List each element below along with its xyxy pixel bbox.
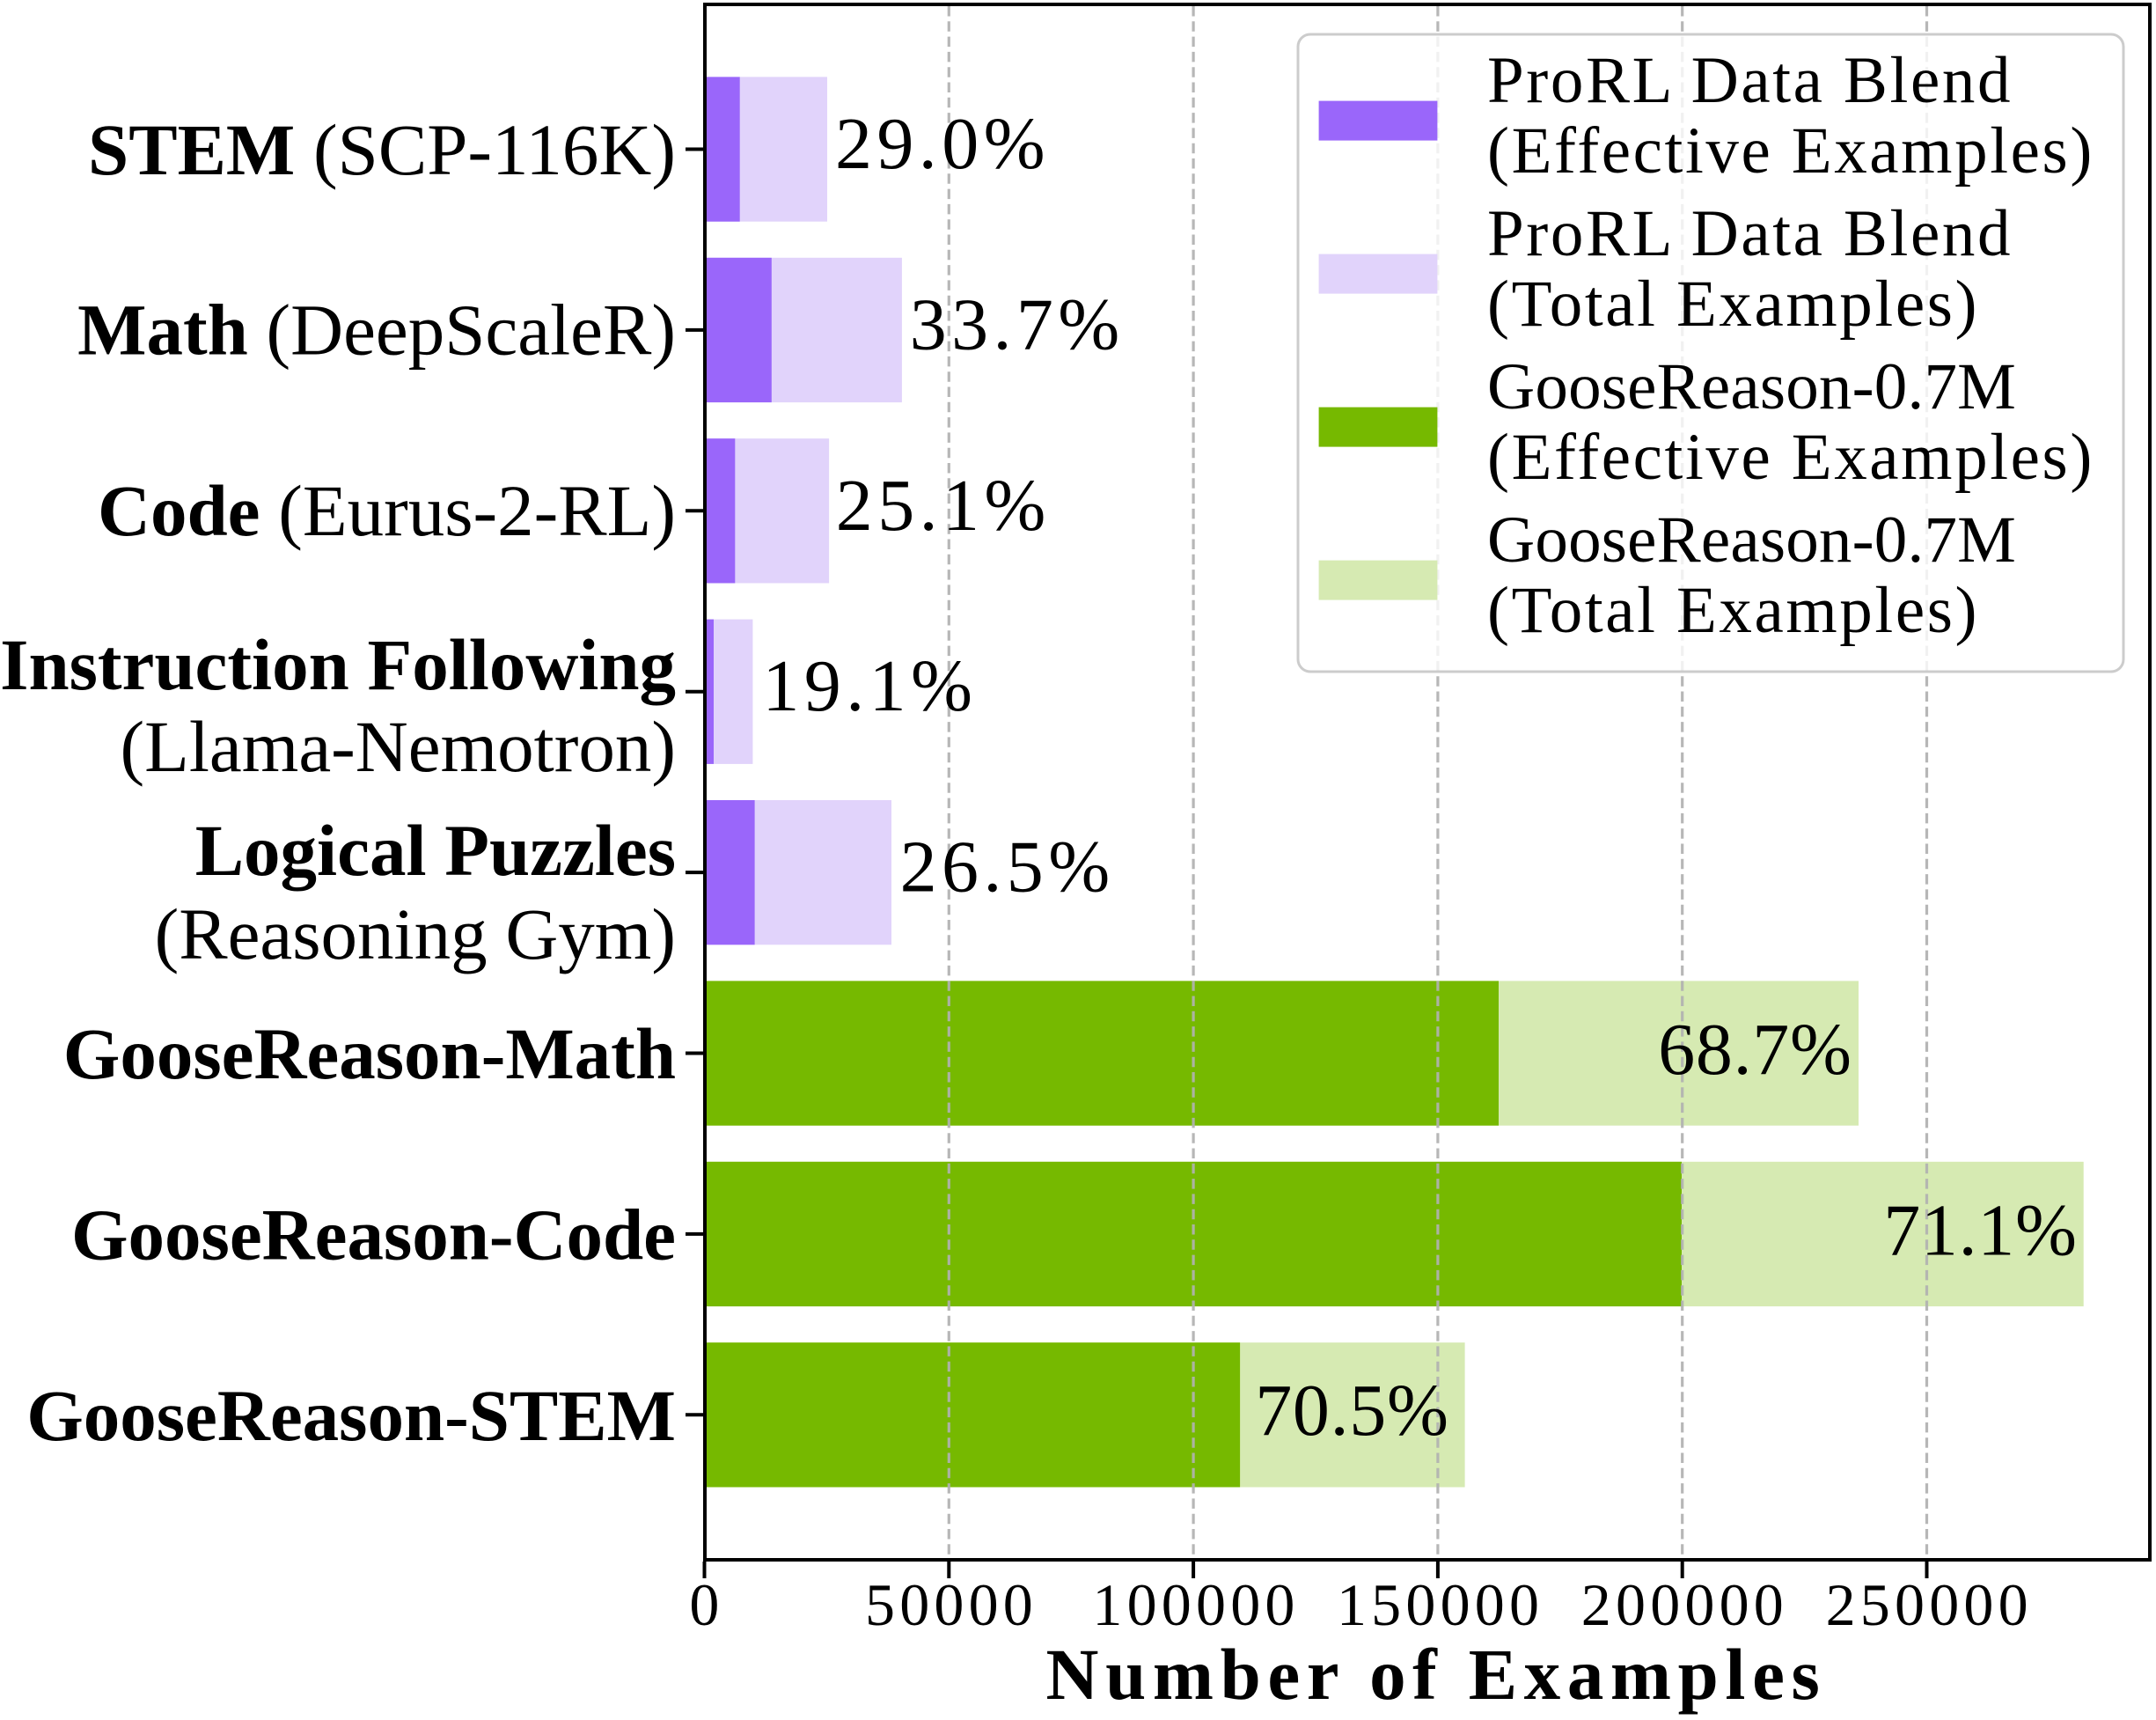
svg-text:33.7%: 33.7% (910, 283, 1125, 365)
svg-text:70.5%: 70.5% (1255, 1370, 1448, 1452)
svg-text:GooseReason-Code: GooseReason-Code (71, 1194, 676, 1275)
svg-text:200000: 200000 (1581, 1571, 1788, 1638)
svg-text:(Llama-Nemotron): (Llama-Nemotron) (121, 706, 676, 787)
svg-text:50000: 50000 (865, 1571, 1038, 1638)
svg-text:26.5%: 26.5% (900, 827, 1115, 908)
svg-text:Logical Puzzles: Logical Puzzles (195, 810, 676, 891)
svg-text:150000: 150000 (1337, 1571, 1544, 1638)
svg-text:68.7%: 68.7% (1658, 1009, 1852, 1091)
svg-text:(Effective Examples): (Effective Examples) (1487, 114, 2094, 187)
svg-text:19.1%: 19.1% (762, 645, 977, 727)
svg-text:GooseReason-0.7M: GooseReason-0.7M (1487, 504, 2016, 577)
svg-text:0: 0 (689, 1571, 723, 1638)
svg-text:250000: 250000 (1826, 1571, 2033, 1638)
svg-text:GooseReason-STEM: GooseReason-STEM (26, 1375, 676, 1456)
svg-text:100000: 100000 (1092, 1571, 1299, 1638)
svg-text:GooseReason-0.7M: GooseReason-0.7M (1487, 350, 2016, 423)
svg-text:Number of Examples: Number of Examples (1046, 1634, 1827, 1715)
svg-text:71.1%: 71.1% (1883, 1190, 2077, 1272)
svg-text:STEM (SCP-116K): STEM (SCP-116K) (88, 109, 676, 190)
svg-text:(Reasoning Gym): (Reasoning Gym) (155, 893, 676, 974)
svg-text:(Total Examples): (Total Examples) (1487, 574, 1979, 647)
svg-text:Code (Eurus-2-RL): Code (Eurus-2-RL) (98, 470, 676, 551)
svg-text:ProRL Data Blend: ProRL Data Blend (1487, 44, 2013, 117)
svg-text:29.0%: 29.0% (835, 103, 1050, 185)
svg-text:ProRL Data Blend: ProRL Data Blend (1487, 197, 2013, 270)
svg-text:Math (DeepScaleR): Math (DeepScaleR) (77, 290, 676, 371)
svg-text:25.1%: 25.1% (836, 465, 1051, 547)
svg-text:Instruction Following: Instruction Following (0, 624, 676, 705)
svg-text:(Effective Examples): (Effective Examples) (1487, 421, 2094, 494)
svg-text:GooseReason-Math: GooseReason-Math (63, 1013, 676, 1094)
svg-text:(Total Examples): (Total Examples) (1487, 268, 1979, 341)
